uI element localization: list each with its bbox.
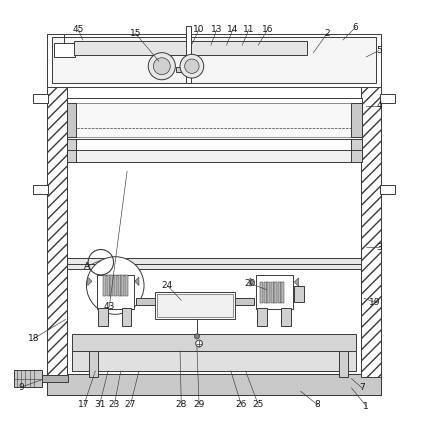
Bar: [155, 292, 235, 319]
Bar: [97, 275, 134, 309]
Text: A: A: [84, 262, 90, 271]
Bar: [256, 275, 293, 309]
Bar: [352, 103, 362, 137]
Bar: [118, 275, 121, 296]
Circle shape: [184, 59, 199, 73]
Bar: [121, 275, 124, 296]
Bar: [361, 63, 381, 377]
Text: 23: 23: [109, 400, 120, 409]
Text: 29: 29: [194, 400, 205, 409]
Text: 5: 5: [376, 46, 382, 55]
Text: 26: 26: [236, 400, 247, 409]
Bar: [47, 34, 381, 87]
Circle shape: [196, 340, 203, 347]
Bar: [264, 282, 267, 303]
Circle shape: [86, 257, 144, 314]
Bar: [54, 44, 75, 57]
Bar: [67, 258, 361, 269]
Text: 1: 1: [363, 402, 369, 411]
Bar: [52, 37, 376, 83]
Bar: [257, 308, 267, 326]
Bar: [67, 139, 76, 151]
Text: 24: 24: [162, 281, 173, 290]
Text: 25: 25: [253, 400, 264, 409]
Bar: [89, 351, 98, 377]
Text: 13: 13: [211, 25, 222, 34]
Bar: [103, 275, 106, 296]
Bar: [14, 370, 42, 387]
Bar: [107, 275, 110, 296]
Bar: [339, 351, 348, 377]
Polygon shape: [135, 277, 139, 285]
Bar: [260, 282, 263, 303]
Text: 45: 45: [73, 25, 84, 34]
Bar: [380, 185, 395, 194]
Bar: [74, 41, 307, 55]
Circle shape: [153, 58, 170, 75]
Bar: [281, 282, 284, 303]
Circle shape: [194, 334, 200, 339]
Bar: [122, 308, 131, 326]
Text: 2: 2: [324, 29, 330, 38]
Bar: [98, 308, 108, 326]
Text: 31: 31: [94, 400, 105, 409]
Bar: [185, 26, 191, 83]
Bar: [74, 150, 354, 162]
Bar: [271, 282, 273, 303]
Bar: [74, 139, 354, 151]
Bar: [67, 98, 362, 139]
Bar: [176, 67, 201, 72]
Bar: [157, 294, 233, 317]
Bar: [380, 94, 395, 103]
Polygon shape: [250, 278, 254, 286]
Text: 14: 14: [227, 25, 238, 34]
Bar: [67, 150, 76, 162]
Text: 8: 8: [315, 400, 321, 409]
Text: 15: 15: [130, 29, 141, 38]
Circle shape: [180, 54, 204, 78]
Text: 28: 28: [175, 400, 187, 409]
Bar: [294, 286, 305, 302]
Text: 18: 18: [28, 334, 40, 343]
Text: 20: 20: [244, 279, 256, 288]
Text: 3: 3: [376, 243, 382, 252]
Bar: [72, 103, 356, 137]
Bar: [47, 374, 381, 395]
Bar: [72, 334, 356, 351]
Bar: [125, 275, 128, 296]
Bar: [47, 374, 381, 395]
Polygon shape: [294, 278, 299, 286]
Bar: [114, 275, 117, 296]
Bar: [111, 275, 114, 296]
Text: 7: 7: [359, 384, 365, 392]
Text: 17: 17: [78, 400, 90, 409]
Bar: [42, 375, 68, 382]
Text: 43: 43: [104, 302, 115, 311]
Bar: [352, 139, 362, 151]
Bar: [281, 308, 290, 326]
Bar: [278, 282, 281, 303]
Bar: [274, 282, 277, 303]
Text: 19: 19: [369, 298, 381, 307]
Circle shape: [148, 53, 175, 80]
Text: 4: 4: [376, 101, 382, 110]
Text: 16: 16: [262, 25, 273, 34]
Text: 10: 10: [193, 25, 205, 34]
Bar: [136, 298, 254, 305]
Bar: [352, 150, 362, 162]
Bar: [72, 351, 356, 371]
Bar: [67, 161, 361, 377]
Bar: [267, 282, 270, 303]
Text: 11: 11: [243, 25, 255, 34]
Text: 27: 27: [125, 400, 136, 409]
Bar: [47, 63, 67, 377]
Bar: [33, 185, 48, 194]
Polygon shape: [88, 277, 92, 285]
Text: 9: 9: [19, 383, 24, 392]
Text: 6: 6: [353, 23, 359, 32]
Bar: [67, 103, 76, 137]
Bar: [33, 94, 48, 103]
